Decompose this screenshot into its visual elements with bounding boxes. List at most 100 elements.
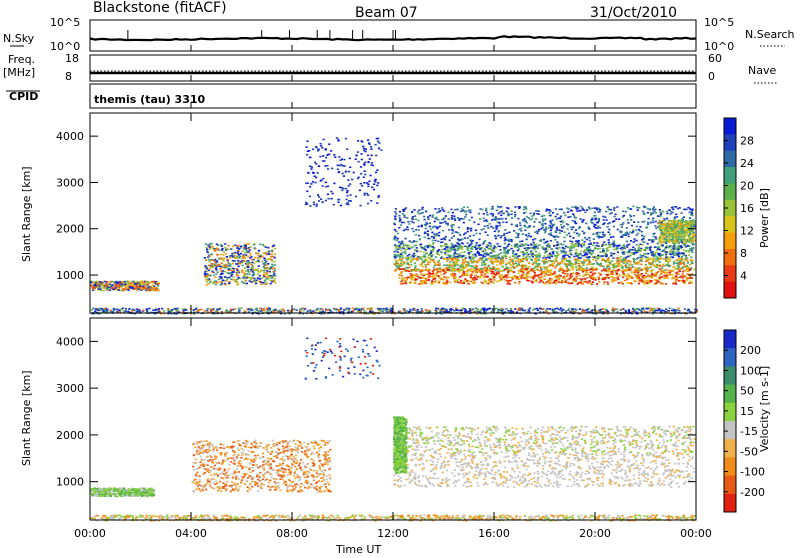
power-echo (652, 220, 654, 222)
power-echo (444, 248, 446, 250)
power-echo (674, 251, 676, 253)
power-echo (561, 310, 563, 312)
power-echo (247, 265, 249, 267)
power-echo (486, 214, 488, 216)
power-echo (112, 281, 114, 283)
power-echo (432, 214, 434, 216)
power-echo (465, 266, 467, 268)
power-echo (563, 276, 565, 278)
power-echo (462, 246, 464, 248)
power-echo (650, 214, 652, 216)
power-echo (508, 249, 510, 251)
power-echo (507, 208, 509, 210)
power-echo (451, 243, 453, 245)
power-echo (458, 227, 460, 229)
power-echo (218, 279, 220, 281)
power-echo (662, 265, 664, 267)
power-echo (418, 209, 420, 211)
power-echo (432, 216, 434, 218)
power-echo (592, 250, 594, 252)
power-echo (240, 261, 242, 263)
power-echo (90, 285, 92, 287)
power-echo (427, 230, 429, 232)
power-echo (236, 274, 238, 276)
power-echo (652, 222, 654, 224)
power-echo (507, 213, 509, 215)
power-echo (206, 281, 208, 283)
power-echo (612, 257, 614, 259)
power-echo (672, 257, 674, 259)
power-echo (588, 207, 590, 209)
power-echo (515, 260, 517, 262)
power-echo (248, 308, 250, 310)
power-echo (452, 212, 454, 214)
power-echo (307, 310, 309, 312)
power-echo (645, 269, 647, 271)
power-echo (574, 207, 576, 209)
power-echo (426, 252, 428, 254)
power-echo (590, 254, 592, 256)
power-echo (426, 260, 428, 262)
power-echo (209, 280, 211, 282)
power-echo (553, 309, 555, 311)
power-echo (562, 247, 564, 249)
power-echo (692, 248, 694, 250)
power-echo (544, 278, 546, 280)
power-echo (397, 248, 399, 250)
power-echo (474, 254, 476, 256)
power-echo (667, 261, 669, 263)
power-echo (589, 240, 591, 242)
power-echo (685, 209, 687, 211)
power-echo (497, 221, 499, 223)
power-echo (511, 217, 513, 219)
power-echo (593, 226, 595, 228)
power-echo (483, 228, 485, 230)
power-echo (655, 256, 657, 258)
power-echo (534, 308, 536, 310)
nsky-strip: N.Sky 10^5 10^0 10^5 10^0 N.Search (3, 16, 795, 53)
power-echo (580, 218, 582, 220)
power-echo (363, 310, 365, 312)
power-echo (484, 267, 486, 269)
power-echo (637, 263, 639, 265)
power-echo (239, 263, 241, 265)
power-echo (397, 247, 399, 249)
power-echo (408, 248, 410, 250)
power-echo (572, 237, 574, 239)
power-echo (431, 260, 433, 262)
power-echo (613, 207, 615, 209)
power-echo (483, 253, 485, 255)
power-echo (635, 229, 637, 231)
power-echo (589, 268, 591, 270)
power-echo (397, 263, 399, 265)
power-echo (215, 269, 217, 271)
power-echo (492, 206, 494, 208)
power-echo (631, 249, 633, 251)
power-echo (270, 254, 272, 256)
power-echo (206, 251, 208, 253)
power-echo (647, 253, 649, 255)
power-echo (567, 247, 569, 249)
power-echo (550, 232, 552, 234)
power-echo (106, 281, 108, 283)
power-echo (486, 221, 488, 223)
power-echo (396, 240, 398, 242)
power-echo (483, 220, 485, 222)
power-echo (497, 225, 499, 227)
power-echo (691, 262, 693, 264)
power-echo (265, 261, 267, 263)
power-echo (618, 218, 620, 220)
power-echo (481, 229, 483, 231)
power-echo (419, 264, 421, 266)
power-echo (248, 262, 250, 264)
power-echo (422, 212, 424, 214)
power-echo (442, 308, 444, 310)
power-echo (526, 260, 528, 262)
power-echo (481, 209, 483, 211)
power-echo (507, 269, 509, 271)
power-echo (475, 255, 477, 257)
power-echo (638, 309, 640, 311)
power-echo (228, 282, 230, 284)
power-echo (427, 216, 429, 218)
power-echo (512, 260, 514, 262)
